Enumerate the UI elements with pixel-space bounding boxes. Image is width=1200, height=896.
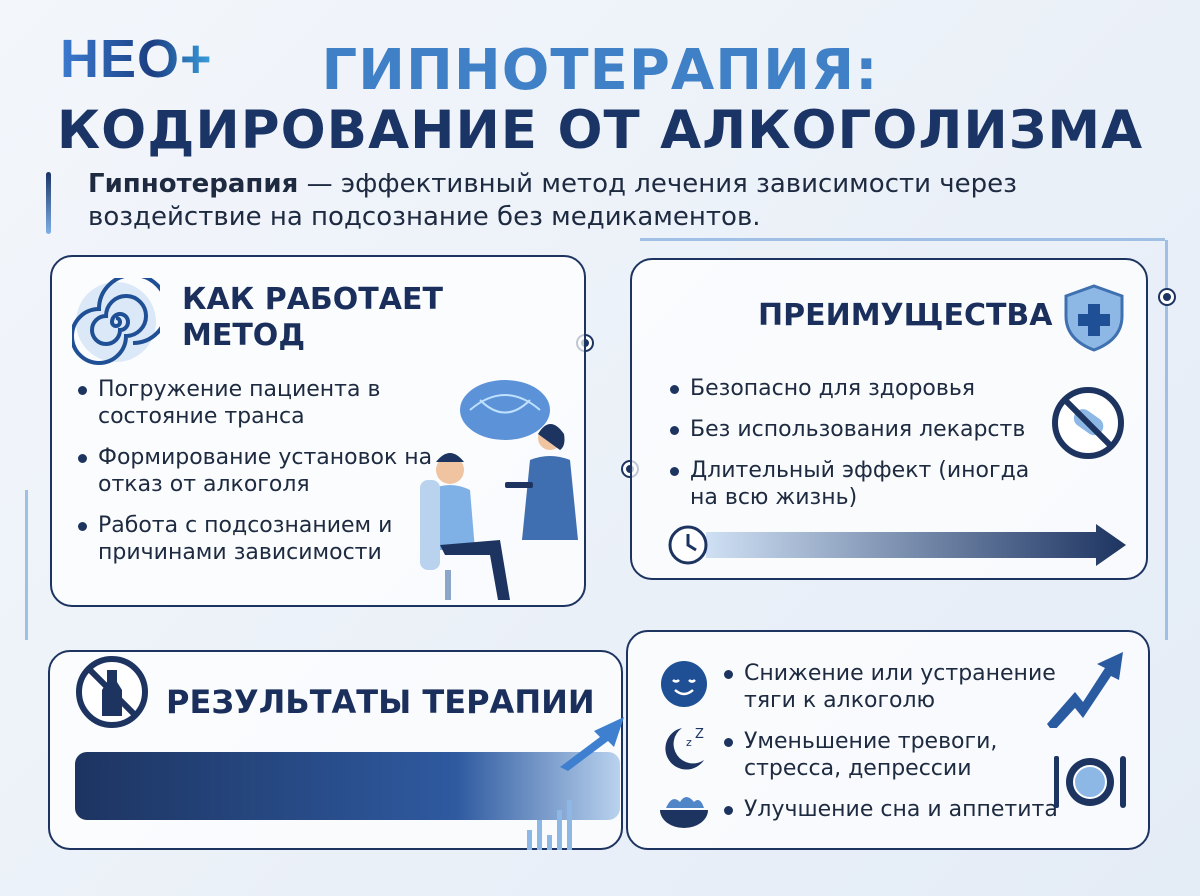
bar-chart-icon <box>527 800 572 850</box>
food-bowl-icon <box>660 797 708 828</box>
intro-rest: — эффективный метод лечения зависимости … <box>88 169 1017 232</box>
plate-cutlery-icon <box>1054 756 1126 808</box>
connector-dot <box>1160 290 1174 304</box>
svg-text:Z: Z <box>695 727 704 742</box>
intro-text: Гипнотерапия — эффективный метод лечения… <box>88 168 1088 234</box>
no-alcohol-icon <box>76 656 148 728</box>
list-item: Улучшение сна и аппетита <box>722 796 1062 823</box>
list-item: Погружение пациента в состояние транса <box>76 376 446 430</box>
title-line2: КОДИРОВАНИЕ ОТ АЛКОГОЛИЗМА <box>56 100 1144 161</box>
list-item: Уменьшение тревоги, стресса, депрессии <box>722 728 1062 782</box>
intro-accent-bar <box>46 172 51 234</box>
advantages-title: ПРЕИМУЩЕСТВА <box>758 298 1053 333</box>
shield-plus-icon <box>1064 284 1124 352</box>
title-line1: ГИПНОТЕРАПИЯ: <box>321 38 879 103</box>
results-stats-panel <box>75 752 620 820</box>
list-item: Работа с подсознанием и причинами зависи… <box>76 512 446 566</box>
advantages-list: Безопасно для здоровья Без использования… <box>668 375 1048 525</box>
calm-face-icon <box>661 661 707 707</box>
svg-text:z: z <box>686 736 692 749</box>
how-list: Погружение пациента в состояние транса Ф… <box>76 376 446 580</box>
list-item: Без использования лекарств <box>668 416 1048 443</box>
results-list: Снижение или устранение тяги к алкоголю … <box>722 660 1062 837</box>
logo: НЕО+ <box>60 29 213 89</box>
list-item: Снижение или устранение тяги к алкоголю <box>722 660 1062 714</box>
moon-sleep-icon: zZ <box>665 727 704 770</box>
results-title: РЕЗУЛЬТАТЫ ТЕРАПИИ <box>166 683 595 721</box>
list-item: Длительный эффект (иногда на всю жизнь) <box>668 457 1048 511</box>
how-title: КАК РАБОТАЕТ МЕТОД <box>182 282 443 353</box>
list-item: Безопасно для здоровья <box>668 375 1048 402</box>
no-pills-icon <box>1052 387 1124 459</box>
spiral-icon <box>72 278 160 365</box>
trend-up-arrow-icon <box>1047 652 1123 728</box>
intro-bold: Гипнотерапия <box>88 169 299 199</box>
timeline-arrow <box>668 524 1126 566</box>
list-item: Формирование установок на отказ от алког… <box>76 444 446 498</box>
growth-arrow-icon <box>560 717 624 771</box>
therapist-patient-illustration <box>420 380 578 600</box>
results-list-card <box>626 630 1150 850</box>
